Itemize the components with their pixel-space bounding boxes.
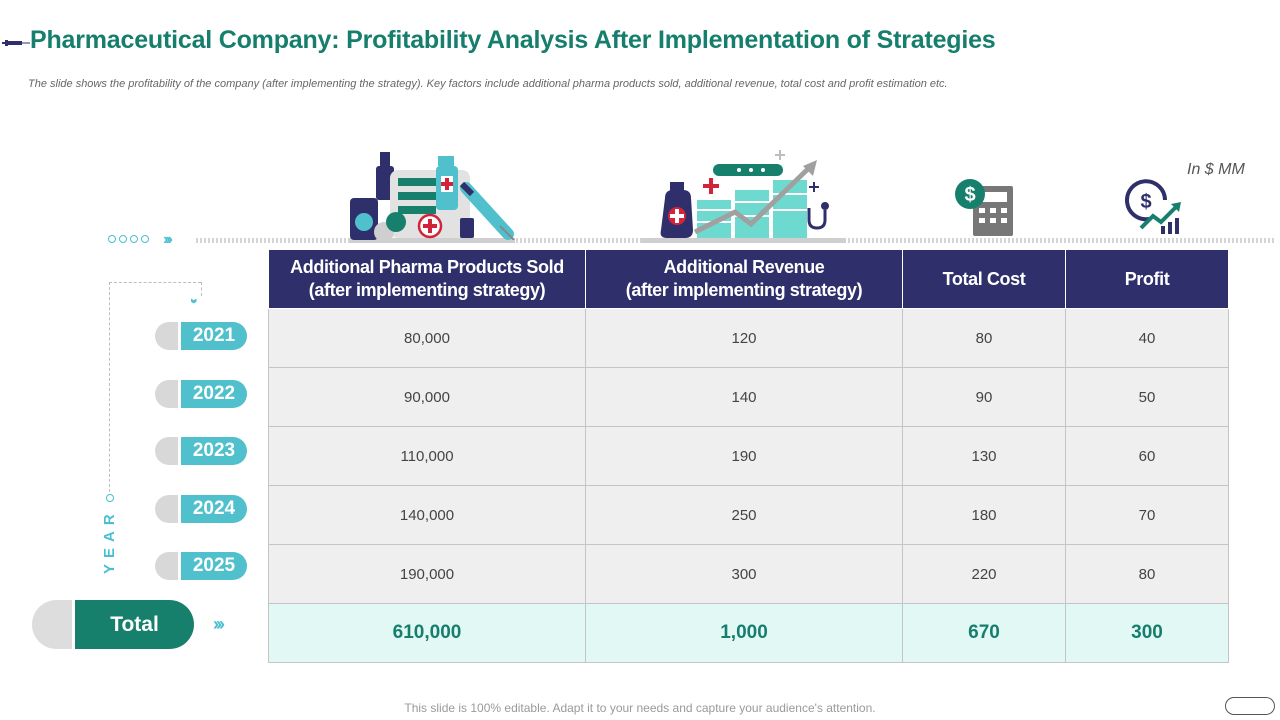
svg-text:$: $	[1140, 191, 1151, 213]
cost-cell: 180	[902, 485, 1066, 545]
cost-cell: 80	[902, 308, 1066, 368]
year-tag-2022: 2022	[155, 380, 247, 408]
year-tag-2024: 2024	[155, 495, 247, 523]
total-row: 610,000 1,000 670 300	[268, 603, 1229, 663]
unit-note: In $ MM	[1187, 161, 1245, 178]
svg-text:$: $	[964, 184, 975, 206]
profit-cell: 70	[1065, 485, 1229, 545]
shelf-1	[350, 238, 515, 243]
column-header-revenue: Additional Revenue (after implementing st…	[585, 249, 903, 309]
year-axis-label: YEAR	[101, 508, 118, 574]
table-row: 140,000 250 180 70	[268, 485, 1229, 545]
total-products-cell: 610,000	[268, 603, 586, 663]
products-cell: 80,000	[268, 308, 586, 368]
profit-cell: 60	[1065, 426, 1229, 486]
total-profit-cell: 300	[1065, 603, 1229, 663]
revenue-cell: 300	[585, 544, 903, 604]
page-title: Pharmaceutical Company: Profitability An…	[30, 26, 996, 54]
year-label: 2022	[178, 380, 247, 408]
footer-note: This slide is 100% editable. Adapt it to…	[404, 701, 876, 715]
profit-cell: 80	[1065, 544, 1229, 604]
revenue-cell: 120	[585, 308, 903, 368]
cost-cell: 130	[902, 426, 1066, 486]
year-tag-2023: 2023	[155, 437, 247, 465]
total-cost-cell: 670	[902, 603, 1066, 663]
table-row: 80,000 120 80 40	[268, 308, 1229, 368]
shelf-2	[641, 238, 846, 243]
column-header-profit: Profit	[1065, 249, 1229, 309]
profit-growth-icon: $	[1125, 179, 1181, 234]
chevron-right-icon: ›››	[163, 231, 173, 248]
revenue-cell: 250	[585, 485, 903, 545]
syringe-icon	[2, 40, 30, 46]
products-cell: 140,000	[268, 485, 586, 545]
total-tag: Total	[32, 600, 194, 649]
products-cell: 190,000	[268, 544, 586, 604]
year-label: 2021	[178, 322, 247, 350]
year-tag-2021: 2021	[155, 322, 247, 350]
year-label: 2025	[178, 552, 247, 580]
year-label: 2024	[178, 495, 247, 523]
cost-calculator-icon: $	[955, 179, 1013, 236]
chevron-right-icon: ›››	[213, 614, 225, 634]
year-label: 2023	[178, 437, 247, 465]
total-revenue-cell: 1,000	[585, 603, 903, 663]
page-subtitle: The slide shows the profitability of the…	[28, 78, 948, 90]
profit-cell: 40	[1065, 308, 1229, 368]
connector-line-vertical	[109, 282, 110, 492]
medicine-cabinet-icon	[350, 152, 515, 240]
connector-line-drop	[201, 282, 202, 296]
cost-cell: 220	[902, 544, 1066, 604]
cost-cell: 90	[902, 367, 1066, 427]
decorative-circles	[108, 235, 149, 243]
axis-ring	[106, 494, 114, 502]
products-cell: 110,000	[268, 426, 586, 486]
column-header-total-cost: Total Cost	[902, 249, 1066, 309]
revenue-growth-icon	[660, 150, 829, 238]
chevron-down-icon: ›››	[187, 298, 203, 300]
table-row: 110,000 190 130 60	[268, 426, 1229, 486]
profitability-table: Additional Pharma Products Sold (after im…	[268, 249, 1229, 663]
year-tag-2025: 2025	[155, 552, 247, 580]
slide-indicator-pill	[1225, 697, 1275, 715]
revenue-cell: 190	[585, 426, 903, 486]
profit-cell: 50	[1065, 367, 1229, 427]
connector-line	[109, 282, 201, 283]
total-label: Total	[72, 600, 194, 649]
products-cell: 90,000	[268, 367, 586, 427]
revenue-cell: 140	[585, 367, 903, 427]
table-header-row: Additional Pharma Products Sold (after im…	[268, 249, 1229, 309]
column-header-products: Additional Pharma Products Sold (after im…	[268, 249, 586, 309]
table-row: 90,000 140 90 50	[268, 367, 1229, 427]
table-row: 190,000 300 220 80	[268, 544, 1229, 604]
